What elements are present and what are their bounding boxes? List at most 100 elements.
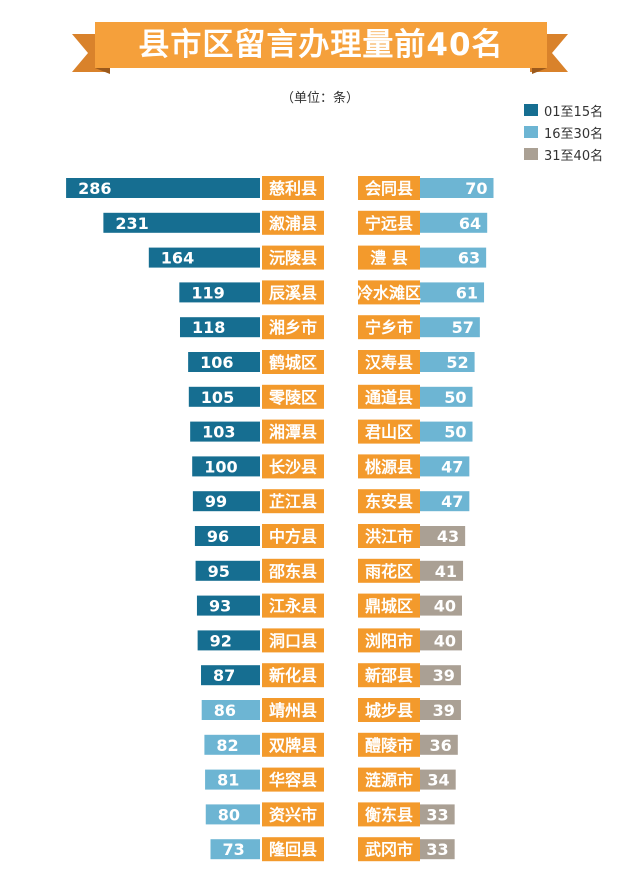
title-banner [72, 22, 568, 74]
right-name-label: 宁远县 [365, 214, 413, 233]
legend-label: 01至15名 [544, 104, 604, 120]
left-bar-18 [205, 769, 260, 790]
left-bar-13 [196, 595, 260, 616]
right-bar-31 [420, 526, 466, 546]
left-name-box [262, 384, 324, 409]
banner-body [95, 22, 547, 68]
legend-swatch [524, 126, 538, 138]
right-value-label: 36 [430, 736, 452, 755]
left-bar-5 [179, 317, 260, 338]
right-value-label: 41 [435, 562, 457, 581]
left-name-box [262, 315, 324, 340]
left-name-box [262, 454, 324, 479]
left-bar-17 [204, 734, 260, 755]
right-name-box [358, 384, 420, 409]
right-name-label: 会同县 [365, 179, 413, 198]
right-value-label: 39 [433, 666, 455, 685]
right-name-box [358, 489, 420, 514]
right-name-box [358, 245, 420, 270]
right-name-label: 城步县 [365, 701, 413, 720]
left-name-label: 长沙县 [269, 457, 317, 476]
left-name-label: 江永县 [269, 597, 317, 616]
left-name-box [262, 350, 324, 374]
right-value-label: 50 [444, 423, 466, 442]
right-name-label: 新邵县 [365, 666, 413, 685]
right-bar-33 [420, 595, 462, 616]
left-value-label: 105 [201, 388, 234, 407]
legend-item-rank-31-40: 31至40名 [524, 143, 634, 165]
left-value-label: 118 [192, 318, 225, 337]
left-name-label: 零陵区 [268, 388, 317, 407]
right-bar-38 [420, 769, 456, 790]
right-name-box [358, 280, 420, 305]
left-name-box [262, 489, 324, 514]
banner-fold-left [95, 68, 110, 74]
left-name-box [262, 593, 324, 618]
left-value-label: 99 [205, 492, 227, 511]
right-name-label: 洪江市 [365, 527, 413, 546]
left-value-label: 119 [191, 283, 224, 302]
right-bar-36 [420, 700, 461, 720]
right-name-box [358, 419, 420, 444]
right-name-box [358, 767, 420, 792]
left-bar-10 [192, 491, 260, 512]
right-bar-37 [420, 734, 458, 755]
left-bar-1 [66, 178, 260, 198]
right-name-box [358, 350, 420, 374]
right-name-box [358, 593, 420, 618]
right-value-label: 33 [426, 840, 448, 859]
left-name-label: 湘潭县 [269, 423, 317, 442]
left-name-box [262, 802, 324, 827]
left-value-label: 80 [218, 805, 240, 824]
right-name-box [358, 628, 420, 653]
right-value-label: 43 [437, 527, 459, 546]
left-name-box [262, 280, 324, 305]
right-name-label: 汉寿县 [365, 353, 413, 372]
left-value-label: 87 [213, 666, 235, 685]
right-value-label: 50 [444, 388, 466, 407]
left-name-label: 新化县 [269, 666, 317, 685]
right-name-box [358, 524, 420, 548]
left-bar-12 [195, 560, 260, 581]
right-name-label: 醴陵市 [365, 736, 413, 755]
left-name-box [262, 176, 324, 200]
right-bar-25 [420, 317, 480, 338]
left-name-label: 芷江县 [269, 492, 317, 511]
right-value-label: 34 [427, 771, 449, 790]
left-name-label: 中方县 [269, 527, 317, 546]
left-name-box [262, 767, 324, 792]
right-name-label: 衡东县 [365, 805, 413, 824]
right-name-label: 冷水滩区 [357, 283, 421, 302]
left-value-label: 86 [214, 701, 236, 720]
left-name-box [262, 732, 324, 757]
left-value-label: 92 [210, 631, 232, 650]
right-value-label: 63 [458, 249, 480, 268]
right-bar-23 [420, 247, 487, 268]
legend-item-rank-16-30: 16至30名 [524, 121, 634, 143]
left-name-box [262, 558, 324, 583]
left-name-label: 洞口县 [269, 631, 317, 650]
right-value-label: 40 [434, 631, 456, 650]
left-name-label: 靖州县 [269, 701, 317, 720]
left-name-label: 邵东县 [268, 562, 317, 581]
right-name-label: 东安县 [365, 492, 413, 511]
legend-swatch [524, 104, 538, 116]
right-name-box [358, 802, 420, 827]
right-name-label: 桃源县 [365, 457, 413, 476]
right-value-label: 70 [465, 179, 487, 198]
left-value-label: 81 [217, 771, 239, 790]
right-name-box [358, 698, 420, 722]
right-value-label: 57 [452, 318, 474, 337]
right-name-box [358, 732, 420, 757]
chart-subtitle: （单位：条） [280, 91, 359, 106]
left-name-label: 双牌县 [269, 736, 317, 755]
left-bar-7 [188, 386, 260, 407]
right-name-box [358, 663, 420, 688]
right-value-label: 52 [446, 353, 468, 372]
right-bar-34 [420, 630, 462, 651]
right-name-label: 君山区 [365, 423, 413, 442]
right-bar-27 [420, 386, 473, 407]
left-bar-14 [197, 630, 260, 651]
left-bar-3 [148, 247, 260, 268]
left-bar-6 [188, 352, 260, 372]
